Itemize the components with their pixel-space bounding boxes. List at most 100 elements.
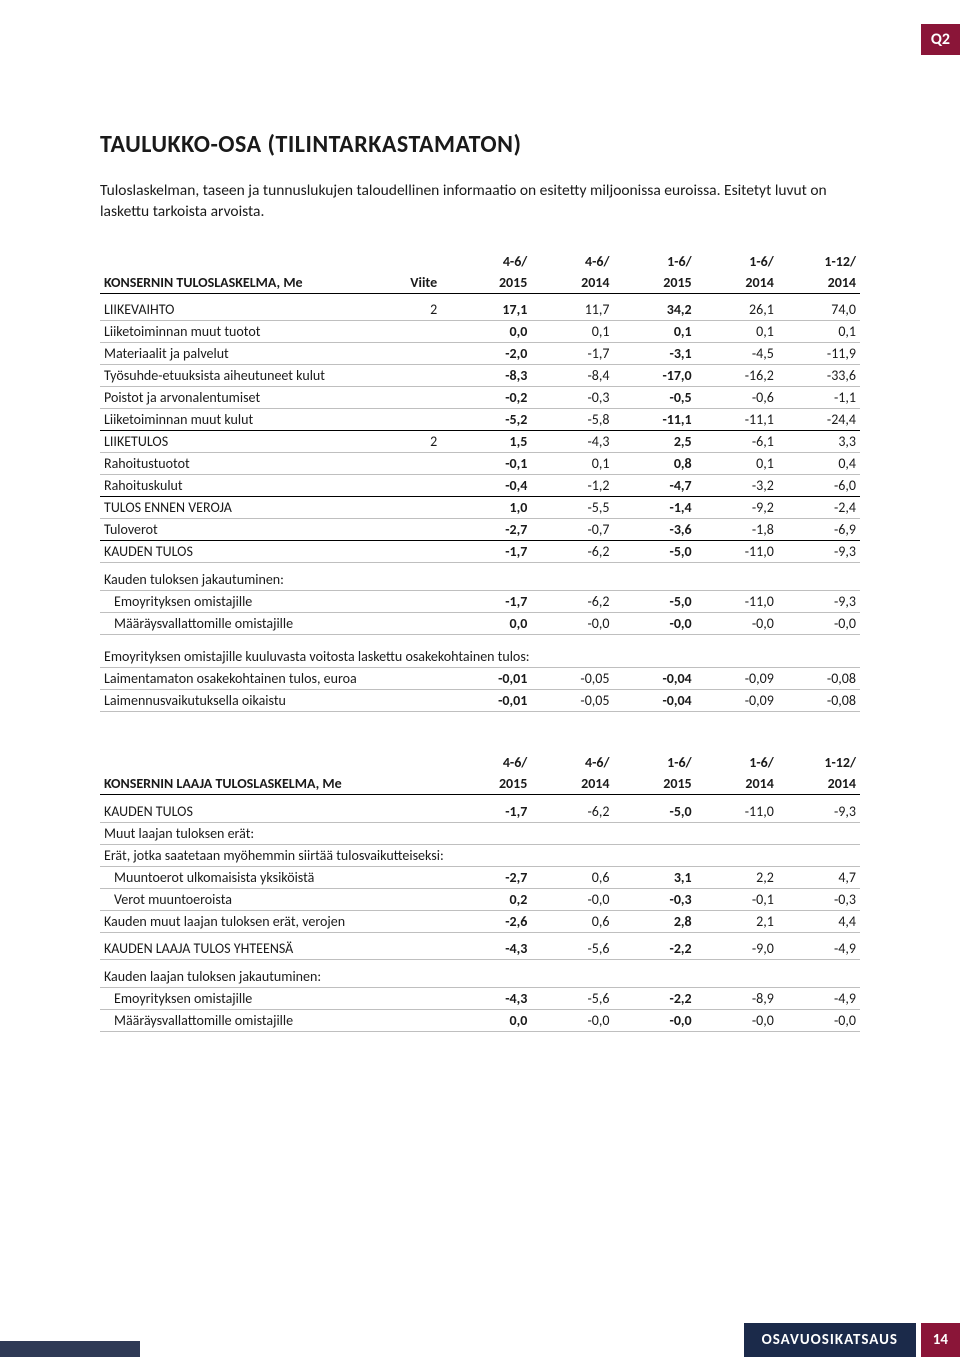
- section-row: Erät, jotka saatetaan myöhemmin siirtää …: [100, 844, 860, 866]
- table-cell: -24,4: [778, 409, 860, 431]
- row-note: [398, 612, 449, 634]
- table-row: TULOS ENNEN VEROJA1,0-5,5-1,4-9,2-2,4: [100, 497, 860, 519]
- table-row: Liiketoiminnan muut kulut-5,2-5,8-11,1-1…: [100, 409, 860, 431]
- table-cell: -5,2: [449, 409, 531, 431]
- row-note: 2: [398, 299, 449, 321]
- col-year: 2014: [531, 773, 613, 795]
- table-cell: -5,8: [531, 409, 613, 431]
- row-note: 2: [398, 431, 449, 453]
- comprehensive-income-table: 4-6/ 4-6/ 1-6/ 1-6/ 1-12/ KONSERNIN LAAJ…: [100, 752, 860, 1032]
- row-label: Tuloverot: [100, 519, 398, 541]
- row-label: Laimentamaton osakekohtainen tulos, euro…: [100, 668, 398, 690]
- table-cell: -1,7: [449, 590, 531, 612]
- table-row: Kauden muut laajan tuloksen erät, veroje…: [100, 910, 860, 932]
- table-cell: 34,2: [613, 299, 695, 321]
- table-cell: -1,4: [613, 497, 695, 519]
- row-note: [398, 866, 449, 888]
- row-label: LIIKEVAIHTO: [100, 299, 398, 321]
- section-row: Kauden tuloksen jakautuminen:: [100, 569, 860, 591]
- section-row: Emoyrityksen omistajille kuuluvasta voit…: [100, 646, 860, 668]
- table-cell: 0,2: [449, 888, 531, 910]
- table-cell: -4,3: [449, 938, 531, 960]
- table-cell: -5,6: [531, 987, 613, 1009]
- table-row: Laimennusvaikutuksella oikaistu-0,01-0,0…: [100, 690, 860, 712]
- table-cell: -2,2: [613, 987, 695, 1009]
- col-year: 2014: [696, 272, 778, 294]
- table-cell: -0,1: [449, 453, 531, 475]
- col-year: 2014: [778, 272, 860, 294]
- row-note: [398, 987, 449, 1009]
- table-row: Muuntoerot ulkomaisista yksiköistä-2,70,…: [100, 866, 860, 888]
- table-cell: 0,4: [778, 453, 860, 475]
- table-cell: 4,4: [778, 910, 860, 932]
- table-cell: -11,1: [613, 409, 695, 431]
- table-cell: -11,0: [696, 541, 778, 563]
- page-footer: OSAVUOSIKATSAUS 14: [0, 1321, 960, 1357]
- row-label: Laimennusvaikutuksella oikaistu: [100, 690, 398, 712]
- col-period: 4-6/: [449, 752, 531, 773]
- table-cell: -9,2: [696, 497, 778, 519]
- col-period: 1-6/: [696, 251, 778, 272]
- quarter-badge: Q2: [921, 24, 960, 55]
- table-cell: 0,1: [613, 321, 695, 343]
- table-cell: -0,3: [613, 888, 695, 910]
- table-header-label: KONSERNIN LAAJA TULOSLASKELMA, Me: [100, 773, 398, 795]
- table-cell: 0,1: [778, 321, 860, 343]
- table-cell: -6,2: [531, 541, 613, 563]
- table-cell: -0,4: [449, 475, 531, 497]
- table-cell: -2,7: [449, 519, 531, 541]
- col-period: 1-6/: [613, 752, 695, 773]
- col-period: 4-6/: [531, 752, 613, 773]
- table-cell: 3,3: [778, 431, 860, 453]
- col-period: 1-12/: [778, 752, 860, 773]
- footer-title: OSAVUOSIKATSAUS: [744, 1323, 916, 1357]
- table-cell: -8,9: [696, 987, 778, 1009]
- table-cell: -4,9: [778, 938, 860, 960]
- col-year: 2015: [449, 773, 531, 795]
- table-cell: -9,0: [696, 938, 778, 960]
- table-cell: -17,0: [613, 365, 695, 387]
- table-cell: -2,6: [449, 910, 531, 932]
- table-cell: -2,7: [449, 866, 531, 888]
- table-cell: -9,3: [778, 541, 860, 563]
- table-cell: -1,1: [778, 387, 860, 409]
- table-cell: 2,2: [696, 866, 778, 888]
- table-cell: -0,05: [531, 668, 613, 690]
- table-row: Rahoitustuotot-0,10,10,80,10,4: [100, 453, 860, 475]
- table-row: Määräysvallattomille omistajille0,0-0,0-…: [100, 612, 860, 634]
- table-row: Emoyrityksen omistajille-1,7-6,2-5,0-11,…: [100, 590, 860, 612]
- col-year: 2015: [613, 272, 695, 294]
- col-period: 1-12/: [778, 251, 860, 272]
- col-period: 1-6/: [613, 251, 695, 272]
- table-cell: -11,1: [696, 409, 778, 431]
- table-cell: -5,0: [613, 590, 695, 612]
- table-cell: 0,0: [449, 612, 531, 634]
- row-label: LIIKETULOS: [100, 431, 398, 453]
- table-cell: -4,3: [531, 431, 613, 453]
- section-label: Kauden tuloksen jakautuminen:: [100, 569, 860, 591]
- intro-text: Tuloslaskelman, taseen ja tunnuslukujen …: [100, 181, 860, 223]
- table-cell: -5,5: [531, 497, 613, 519]
- row-label: Määräysvallattomille omistajille: [100, 1009, 398, 1031]
- table-row: Tuloverot-2,7-0,7-3,6-1,8-6,9: [100, 519, 860, 541]
- table-cell: -11,9: [778, 343, 860, 365]
- table-row: KAUDEN LAAJA TULOS YHTEENSÄ-4,3-5,6-2,2-…: [100, 938, 860, 960]
- table-row: Rahoituskulut-0,4-1,2-4,7-3,2-6,0: [100, 475, 860, 497]
- table-row: Työsuhde-etuuksista aiheutuneet kulut-8,…: [100, 365, 860, 387]
- table-cell: -11,0: [696, 801, 778, 823]
- table-row: Poistot ja arvonalentumiset-0,2-0,3-0,5-…: [100, 387, 860, 409]
- section-row: Muut laajan tuloksen erät:: [100, 822, 860, 844]
- table-cell: -0,0: [613, 612, 695, 634]
- table-cell: -4,3: [449, 987, 531, 1009]
- table-cell: 17,1: [449, 299, 531, 321]
- table-cell: -4,7: [613, 475, 695, 497]
- table-row: LIIKEVAIHTO217,111,734,226,174,0: [100, 299, 860, 321]
- table-row: Materiaalit ja palvelut-2,0-1,7-3,1-4,5-…: [100, 343, 860, 365]
- table-row: LIIKETULOS21,5-4,32,5-6,13,3: [100, 431, 860, 453]
- row-note: [398, 690, 449, 712]
- table-cell: -4,5: [696, 343, 778, 365]
- table-cell: -9,3: [778, 590, 860, 612]
- table-row: Emoyrityksen omistajille-4,3-5,6-2,2-8,9…: [100, 987, 860, 1009]
- table-cell: -0,0: [778, 1009, 860, 1031]
- footer-page-number: 14: [921, 1323, 960, 1357]
